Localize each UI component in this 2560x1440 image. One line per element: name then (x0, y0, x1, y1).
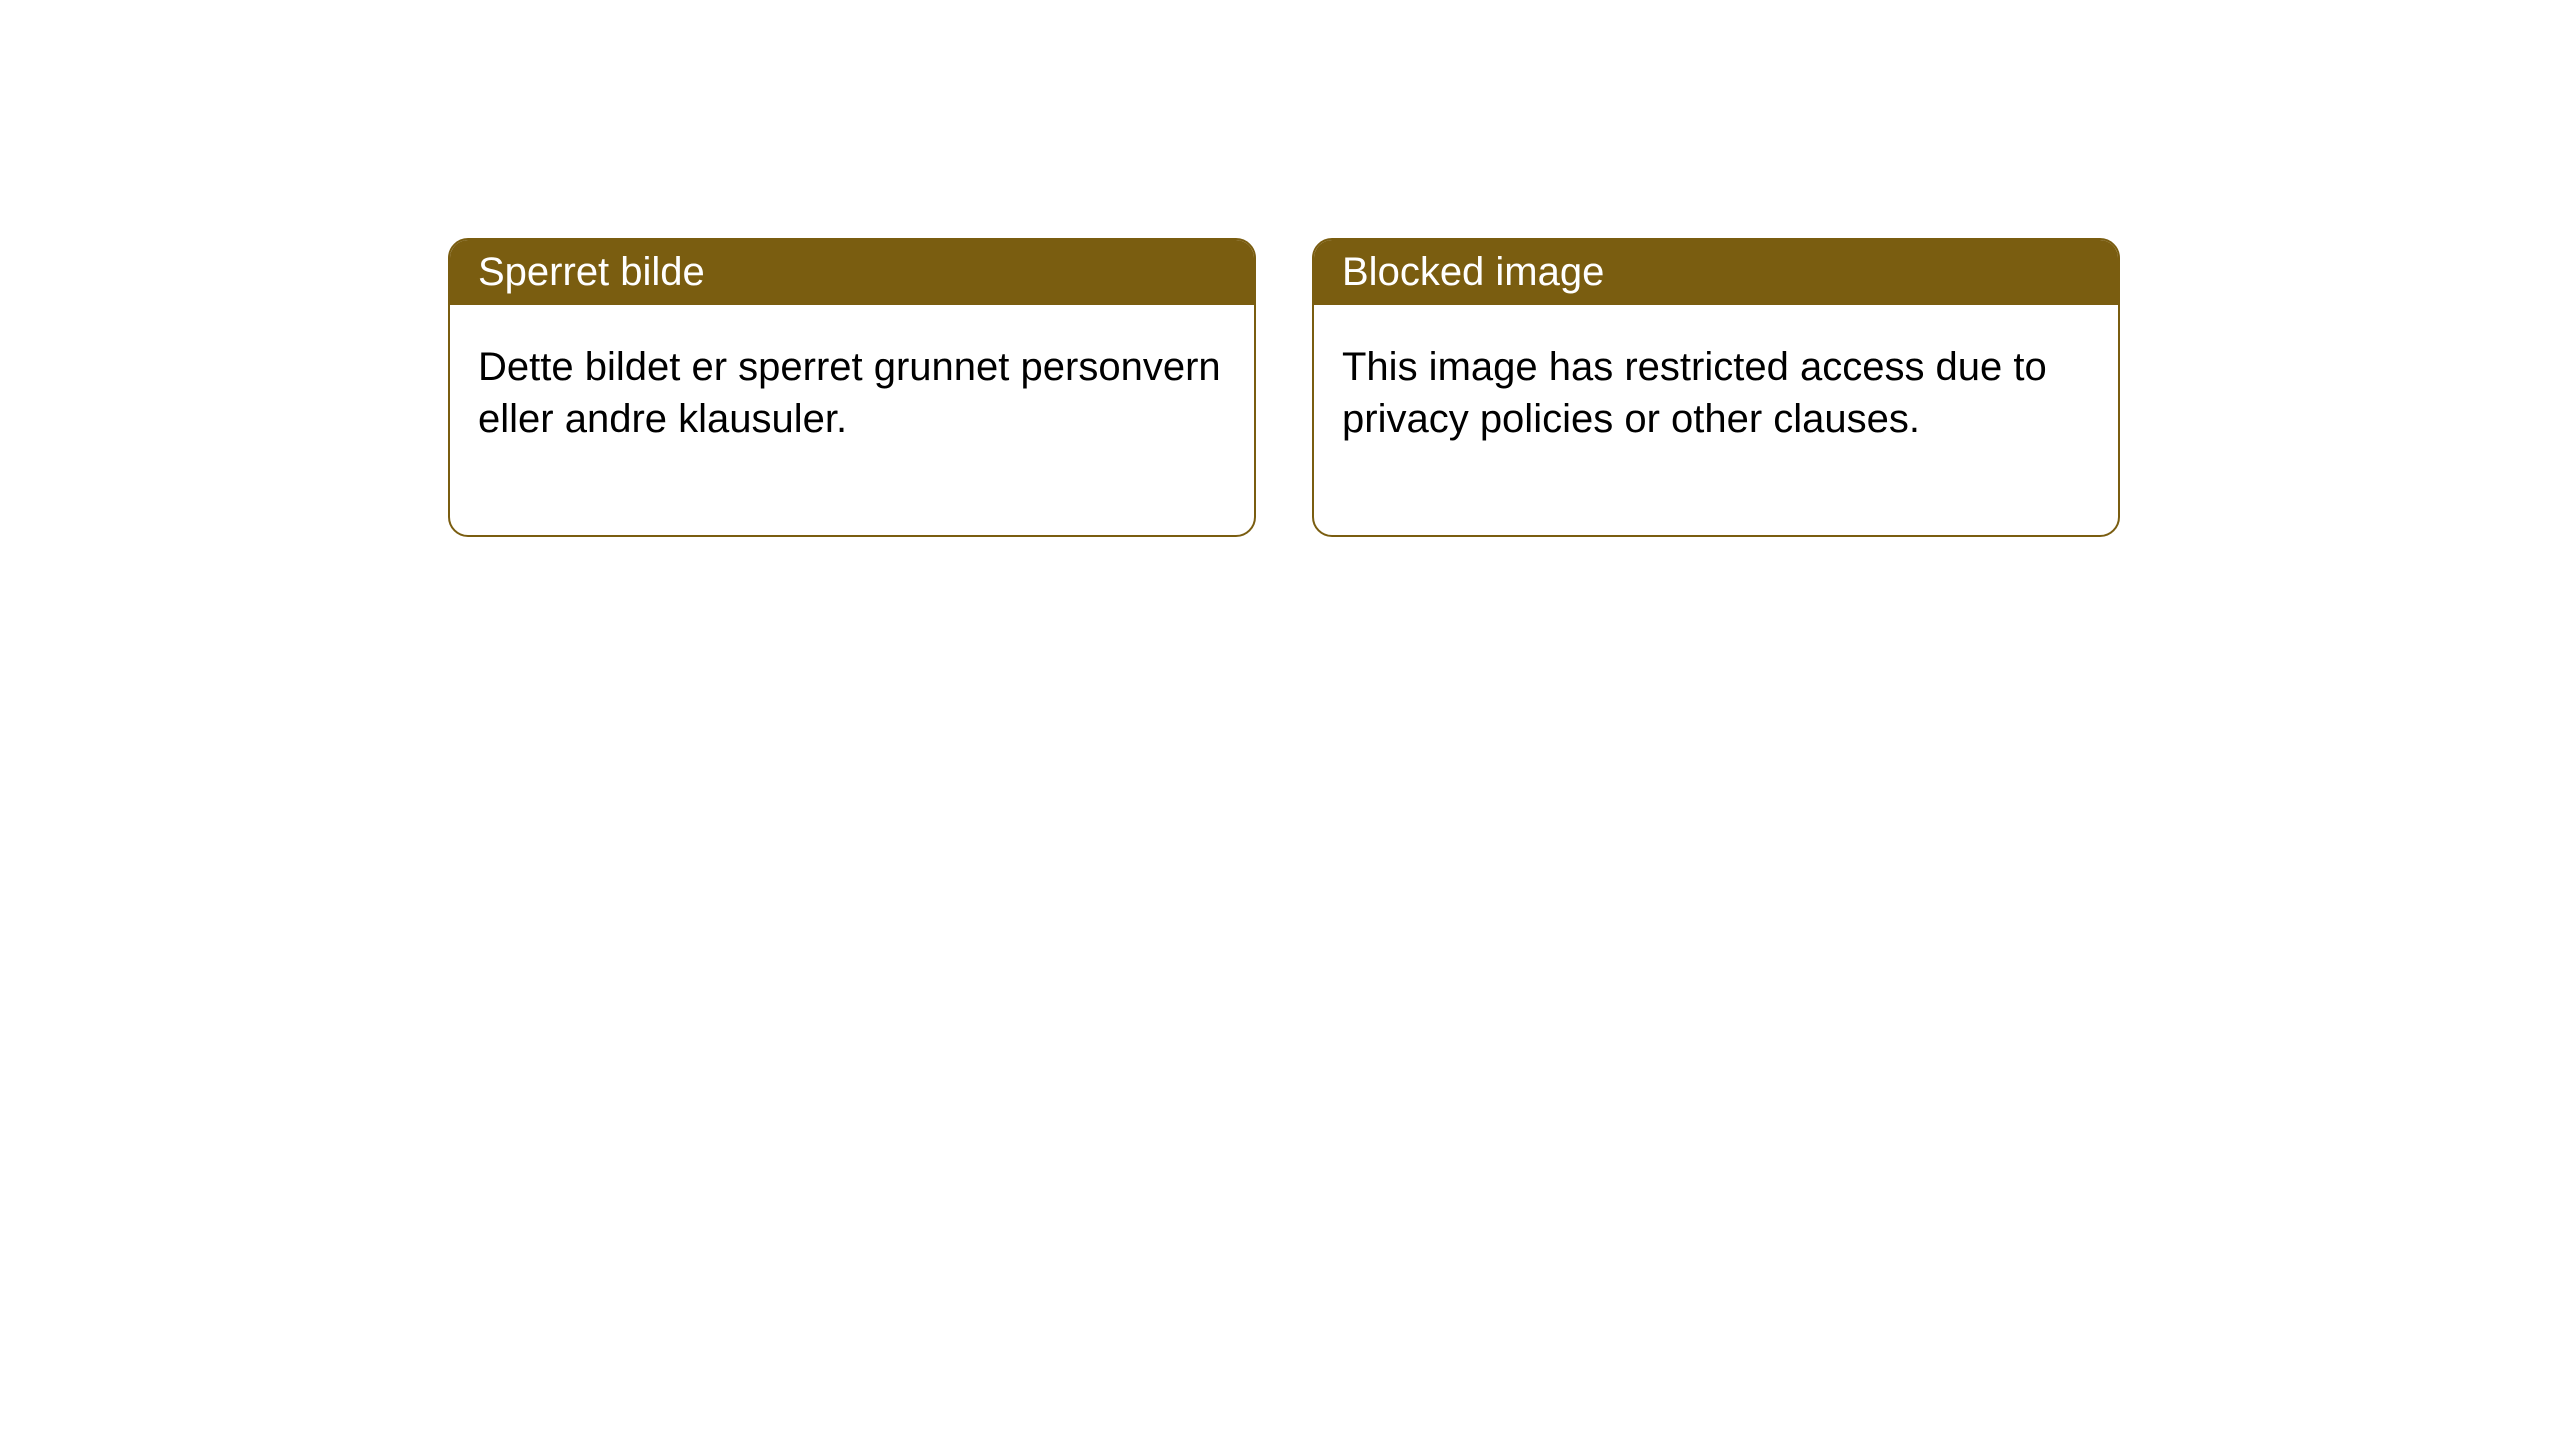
card-body-en: This image has restricted access due to … (1314, 305, 2118, 535)
card-title-no: Sperret bilde (450, 240, 1254, 305)
blocked-image-card-en: Blocked image This image has restricted … (1312, 238, 2120, 537)
card-title-en: Blocked image (1314, 240, 2118, 305)
cards-container: Sperret bilde Dette bildet er sperret gr… (0, 0, 2560, 537)
card-body-no: Dette bildet er sperret grunnet personve… (450, 305, 1254, 535)
blocked-image-card-no: Sperret bilde Dette bildet er sperret gr… (448, 238, 1256, 537)
